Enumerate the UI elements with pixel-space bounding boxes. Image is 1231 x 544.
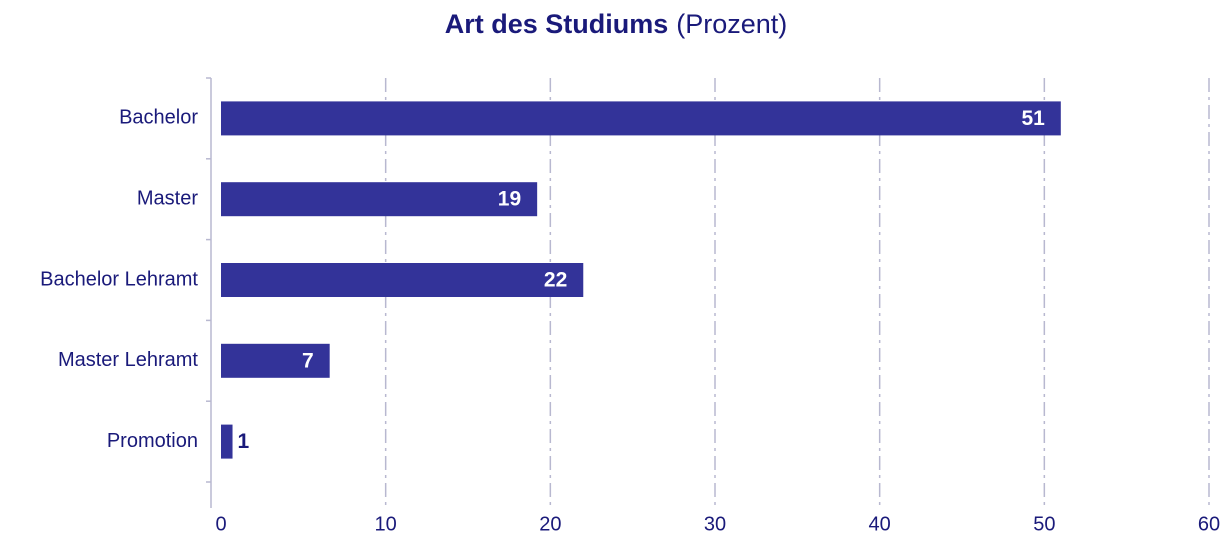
x-tick-label: 0 (215, 513, 226, 535)
chart-subtitle: (Prozent) (676, 9, 787, 39)
x-tick-label: 30 (704, 513, 726, 535)
data-label: 7 (302, 349, 314, 372)
x-tick-label: 50 (1033, 513, 1055, 535)
bar (221, 101, 1061, 136)
y-tick-label: Promotion (107, 430, 198, 452)
data-label: 19 (498, 188, 521, 211)
y-tick-label: Master (137, 187, 198, 209)
chart-title-group: Art des Studiums (Prozent) (445, 9, 788, 39)
data-label: 1 (238, 430, 250, 453)
chart-title: Art des Studiums (445, 9, 669, 39)
y-tick-label: Master Lehramt (58, 349, 198, 371)
x-tick-label: 20 (539, 513, 561, 535)
x-tick-label: 60 (1198, 513, 1220, 535)
x-tick-label: 40 (869, 513, 891, 535)
y-tick-label: Bachelor Lehramt (40, 268, 198, 290)
bar (221, 343, 330, 378)
y-tick-label: Bachelor (119, 107, 198, 129)
data-label: 51 (1021, 107, 1045, 130)
bar (221, 182, 538, 217)
data-label: 22 (544, 269, 567, 292)
bar (221, 263, 584, 297)
x-tick-label: 10 (375, 513, 397, 535)
bar (221, 424, 233, 459)
